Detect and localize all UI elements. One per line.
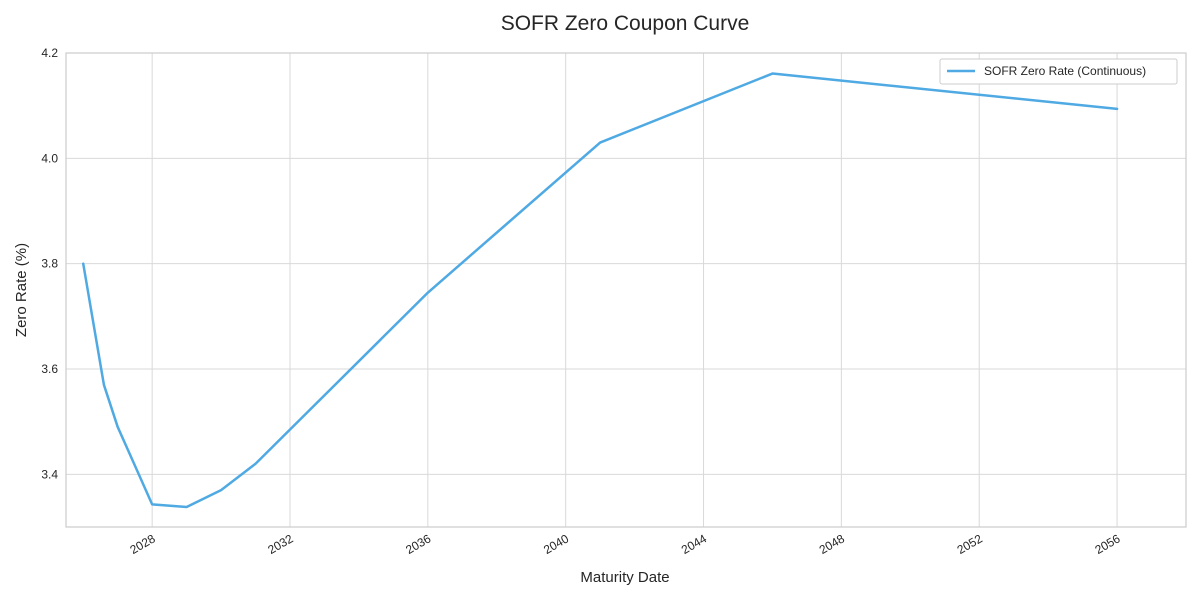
y-tick-label: 4.0 bbox=[41, 151, 58, 165]
y-tick-labels: 3.4 3.6 3.8 4.0 4.2 bbox=[41, 46, 58, 481]
x-tick-label: 2048 bbox=[817, 531, 847, 557]
x-tick-label: 2044 bbox=[679, 531, 709, 557]
x-axis-label: Maturity Date bbox=[580, 569, 669, 586]
series-line-sofr-zero-rate bbox=[81, 72, 1119, 509]
y-tick-label: 3.4 bbox=[41, 467, 58, 481]
y-tick-label: 4.2 bbox=[41, 46, 58, 60]
x-tick-label: 2040 bbox=[541, 531, 571, 557]
y-axis-label: Zero Rate (%) bbox=[13, 243, 30, 337]
legend: SOFR Zero Rate (Continuous) bbox=[939, 58, 1178, 85]
plot-frame bbox=[65, 52, 1187, 528]
y-tick-label: 3.8 bbox=[41, 257, 58, 271]
x-tick-labels: 2028 2032 2036 2040 2044 2048 2052 2056 bbox=[128, 531, 1123, 557]
legend-label: SOFR Zero Rate (Continuous) bbox=[984, 64, 1146, 78]
x-tick-label: 2052 bbox=[955, 531, 985, 557]
grid-lines bbox=[66, 52, 1186, 527]
x-tick-label: 2056 bbox=[1092, 531, 1122, 557]
y-tick-label: 3.6 bbox=[41, 362, 58, 376]
x-tick-label: 2028 bbox=[128, 531, 158, 557]
chart-title: SOFR Zero Coupon Curve bbox=[501, 12, 750, 35]
x-tick-label: 2032 bbox=[265, 531, 295, 557]
legend-box bbox=[939, 58, 1178, 85]
series-layer bbox=[81, 72, 1119, 509]
x-tick-label: 2036 bbox=[403, 531, 433, 557]
